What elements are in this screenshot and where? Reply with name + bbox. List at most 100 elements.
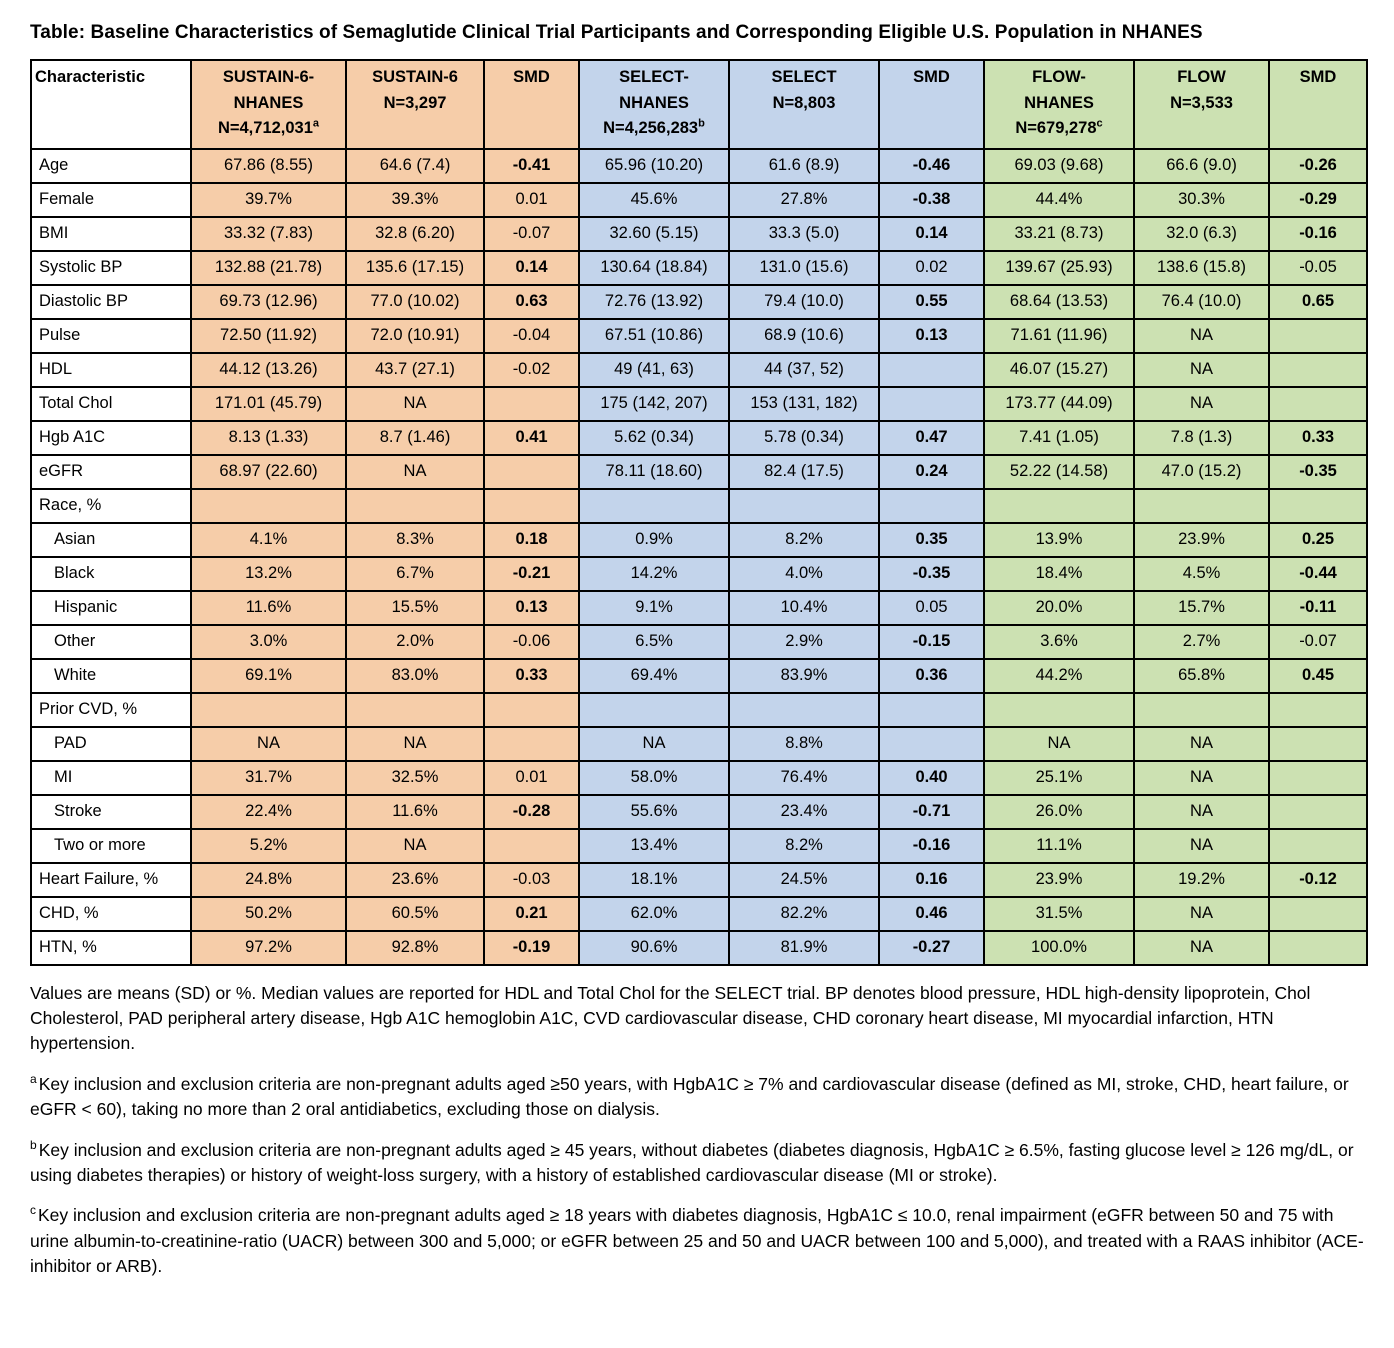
cell-flow: NA: [1133, 929, 1270, 966]
row-label: Two or more: [30, 827, 192, 864]
cell-sustain6: 77.0 (10.02): [345, 283, 485, 320]
cell-select-nhanes: 175 (142, 207): [578, 385, 730, 422]
cell-sustain6: NA: [345, 453, 485, 490]
cell-flow: NA: [1133, 895, 1270, 932]
cell-smd-sustain: 0.18: [483, 521, 580, 558]
cell-select: 82.2%: [728, 895, 880, 932]
table-row: PAD NA NA NA 8.8% NA NA: [30, 725, 1368, 762]
table-row: Pulse 72.50 (11.92) 72.0 (10.91) -0.04 67.51…: [30, 317, 1368, 354]
cell-sustain6: [345, 487, 485, 524]
column-header-line: N=4,256,283b: [603, 117, 705, 138]
row-label: MI: [30, 759, 192, 796]
cell-smd-sustain: -0.21: [483, 555, 580, 592]
cell-flow: 2.7%: [1133, 623, 1270, 660]
footnote-general-text: Values are means (SD) or %. Median value…: [30, 982, 1311, 1054]
table-row: Age 67.86 (8.55) 64.6 (7.4) -0.41 65.96 (10.…: [30, 147, 1368, 184]
cell-smd-flow: -0.12: [1268, 861, 1368, 898]
cell-select: [728, 487, 880, 524]
cell-flow-nhanes: 26.0%: [983, 793, 1135, 830]
footnote-a: a Key inclusion and exclusion criteria ar…: [30, 1072, 1366, 1123]
cell-sustain6-nhanes: 68.97 (22.60): [190, 453, 347, 490]
cell-smd-select: -0.15: [878, 623, 985, 660]
column-header-select-nhanes: SELECT- NHANES N=4,256,283b: [578, 59, 730, 150]
cell-sustain6: 64.6 (7.4): [345, 147, 485, 184]
cell-select-nhanes: 130.64 (18.84): [578, 249, 730, 286]
cell-smd-flow: [1268, 827, 1368, 864]
cell-select-nhanes: 69.4%: [578, 657, 730, 694]
cell-sustain6-nhanes: 24.8%: [190, 861, 347, 898]
cell-select: 83.9%: [728, 657, 880, 694]
cell-smd-select: 0.16: [878, 861, 985, 898]
cell-smd-sustain: 0.33: [483, 657, 580, 694]
cell-smd-select: [878, 725, 985, 762]
column-header-flow: FLOW N=3,533: [1133, 59, 1270, 150]
cell-flow: NA: [1133, 793, 1270, 830]
cell-flow-nhanes: NA: [983, 725, 1135, 762]
cell-select-nhanes: 0.9%: [578, 521, 730, 558]
column-header-line: SUSTAIN-6: [372, 68, 458, 86]
column-header-line: SMD: [913, 68, 950, 86]
cell-sustain6: 43.7 (27.1): [345, 351, 485, 388]
cell-smd-sustain: 0.63: [483, 283, 580, 320]
cell-flow-nhanes: 11.1%: [983, 827, 1135, 864]
column-header-smd-flow: SMD: [1268, 59, 1368, 150]
cell-sustain6: 83.0%: [345, 657, 485, 694]
cell-sustain6-nhanes: 13.2%: [190, 555, 347, 592]
cell-select: 68.9 (10.6): [728, 317, 880, 354]
cell-flow-nhanes: [983, 487, 1135, 524]
cell-select: 33.3 (5.0): [728, 215, 880, 252]
cell-flow-nhanes: 7.41 (1.05): [983, 419, 1135, 456]
cell-flow-nhanes: 13.9%: [983, 521, 1135, 558]
footnote-c-marker: c: [30, 1203, 36, 1218]
cell-sustain6-nhanes: 69.1%: [190, 657, 347, 694]
cell-sustain6-nhanes: [190, 691, 347, 728]
cell-smd-flow: -0.16: [1268, 215, 1368, 252]
column-header-line: SELECT-: [619, 68, 689, 86]
cell-select: 4.0%: [728, 555, 880, 592]
cell-select-nhanes: NA: [578, 725, 730, 762]
cell-sustain6-nhanes: 171.01 (45.79): [190, 385, 347, 422]
cell-select-nhanes: 13.4%: [578, 827, 730, 864]
cell-select-nhanes: 32.60 (5.15): [578, 215, 730, 252]
cell-smd-select: 0.05: [878, 589, 985, 626]
cell-smd-sustain: [483, 487, 580, 524]
cell-smd-flow: [1268, 351, 1368, 388]
table-row: Hgb A1C 8.13 (1.33) 8.7 (1.46) 0.41 5.62 (0.…: [30, 419, 1368, 456]
row-label: White: [30, 657, 192, 694]
row-label: Diastolic BP: [30, 283, 192, 320]
cell-flow: NA: [1133, 759, 1270, 796]
cell-flow-nhanes: 23.9%: [983, 861, 1135, 898]
cell-smd-select: [878, 691, 985, 728]
cell-flow-nhanes: 25.1%: [983, 759, 1135, 796]
cell-flow: 47.0 (15.2): [1133, 453, 1270, 490]
baseline-characteristics-table: Characteristic SUSTAIN-6- NHANES N=4,712,03…: [30, 59, 1368, 966]
cell-flow: 76.4 (10.0): [1133, 283, 1270, 320]
table-row: HTN, % 97.2% 92.8% -0.19 90.6% 81.9% -0.27 100.…: [30, 929, 1368, 966]
cell-sustain6-nhanes: 39.7%: [190, 181, 347, 218]
cell-select: 23.4%: [728, 793, 880, 830]
cell-select: 44 (37, 52): [728, 351, 880, 388]
cell-smd-flow: [1268, 895, 1368, 932]
cell-flow-nhanes: 139.67 (25.93): [983, 249, 1135, 286]
cell-select-nhanes: 14.2%: [578, 555, 730, 592]
cell-sustain6: 92.8%: [345, 929, 485, 966]
cell-flow: NA: [1133, 725, 1270, 762]
table-row: CHD, % 50.2% 60.5% 0.21 62.0% 82.2% 0.46 31.5% N…: [30, 895, 1368, 932]
column-header-line: Characteristic: [35, 68, 146, 86]
cell-sustain6: 23.6%: [345, 861, 485, 898]
row-label: HDL: [30, 351, 192, 388]
cell-smd-flow: [1268, 759, 1368, 796]
cell-sustain6: 32.8 (6.20): [345, 215, 485, 252]
cell-smd-sustain: 0.01: [483, 759, 580, 796]
cell-flow: 15.7%: [1133, 589, 1270, 626]
table-row: Race, %: [30, 487, 1368, 524]
cell-smd-select: 0.14: [878, 215, 985, 252]
cell-smd-sustain: 0.01: [483, 181, 580, 218]
cell-sustain6: 60.5%: [345, 895, 485, 932]
row-label: Total Chol: [30, 385, 192, 422]
footnote-b-marker: b: [30, 1137, 37, 1152]
cell-smd-select: 0.47: [878, 419, 985, 456]
cell-sustain6: 8.3%: [345, 521, 485, 558]
cell-flow-nhanes: 3.6%: [983, 623, 1135, 660]
cell-flow-nhanes: 68.64 (13.53): [983, 283, 1135, 320]
